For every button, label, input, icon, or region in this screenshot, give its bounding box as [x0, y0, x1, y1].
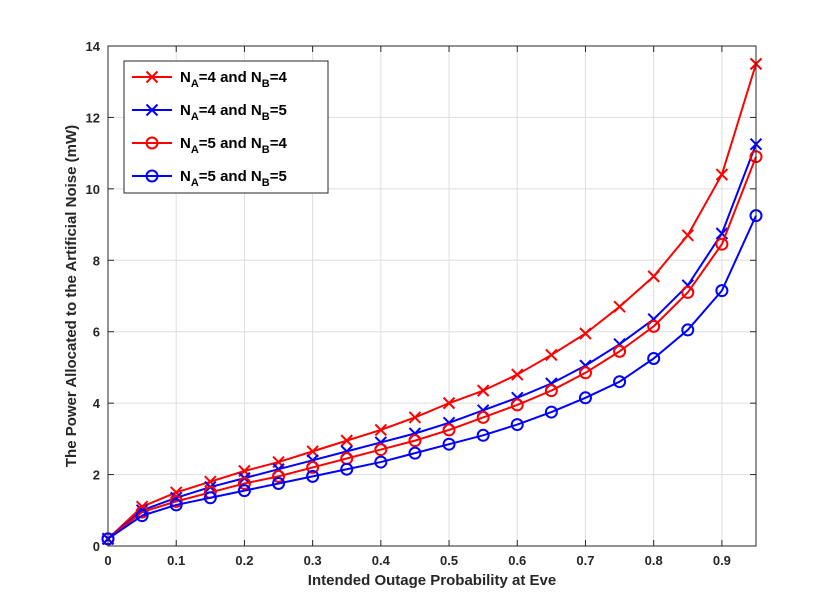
- x-tick-label: 0.2: [235, 553, 253, 568]
- data-point-marker: [681, 323, 695, 337]
- data-point-marker: [510, 418, 524, 432]
- legend-entry: NA=4 and NB=5: [132, 102, 287, 123]
- data-point-marker: [237, 477, 251, 490]
- data-point-marker: [715, 284, 729, 298]
- y-tick-label: 6: [93, 325, 100, 340]
- y-tick-label: 12: [86, 110, 100, 125]
- data-point-marker: [578, 366, 592, 380]
- data-point-marker: [476, 410, 490, 424]
- data-point-marker: [613, 300, 626, 313]
- data-point-marker: [647, 319, 661, 333]
- data-point-marker: [306, 469, 320, 483]
- data-point-marker: [442, 423, 456, 437]
- legend-marker: [145, 103, 159, 117]
- series-4: [101, 209, 763, 546]
- data-point-marker: [408, 446, 422, 460]
- data-point-marker: [340, 462, 354, 476]
- legend: NA=4 and NB=4 NA=4 and NB=5 NA=5 and NB=4 N…: [123, 60, 329, 194]
- legend-label: NA=5 and NB=4: [180, 135, 287, 156]
- x-tick-label: 0.3: [304, 553, 322, 568]
- data-point-marker: [237, 484, 251, 498]
- data-point-marker: [135, 509, 149, 523]
- ticks: 0 0.1 0.2 0.3 0.4 0.5 0.6 0.7 0.8 0.9 0 2 4 6 8 10 12 14: [86, 39, 756, 568]
- data-point-marker: [681, 229, 694, 242]
- data-point-marker: [510, 398, 524, 412]
- data-point-marker: [408, 411, 422, 424]
- data-point-marker: [340, 434, 353, 447]
- x-tick-label: 0.8: [645, 553, 663, 568]
- series-layer: [101, 57, 763, 546]
- data-point-marker: [203, 491, 217, 505]
- data-point-marker: [681, 285, 695, 299]
- data-point-marker: [442, 437, 456, 451]
- data-point-marker: [374, 443, 388, 457]
- data-point-marker: [545, 348, 558, 362]
- y-tick-label: 8: [93, 253, 100, 268]
- y-tick-label: 2: [93, 468, 100, 483]
- legend-marker: [145, 136, 159, 150]
- legend-label: NA=5 and NB=5: [180, 168, 287, 189]
- data-point-marker: [169, 498, 183, 512]
- data-point-marker: [306, 460, 320, 474]
- data-point-marker: [272, 469, 286, 483]
- data-point-marker: [374, 455, 388, 469]
- x-tick-label: 0.7: [576, 553, 594, 568]
- x-tick-label: 0.1: [167, 553, 185, 568]
- data-point-marker: [408, 434, 422, 448]
- series-1: [101, 57, 763, 546]
- data-point-marker: [272, 477, 286, 490]
- data-point-marker: [715, 237, 729, 251]
- x-tick-label: 0.5: [440, 553, 458, 568]
- y-tick-label: 4: [93, 396, 101, 411]
- data-point-marker: [374, 423, 388, 437]
- x-axis-title: Intended Outage Probability at Eve: [308, 572, 556, 589]
- x-tick-label: 0.6: [508, 553, 526, 568]
- legend-marker: [145, 169, 159, 183]
- legend-label: NA=4 and NB=5: [180, 102, 287, 123]
- legend-entry: NA=5 and NB=4: [132, 135, 287, 156]
- data-point-marker: [613, 375, 627, 389]
- y-tick-label: 10: [86, 182, 100, 197]
- data-point-marker: [306, 445, 319, 458]
- data-point-marker: [544, 384, 558, 398]
- data-point-marker: [613, 344, 627, 358]
- legend-entry: NA=4 and NB=4: [132, 69, 287, 90]
- data-point-marker: [169, 494, 183, 508]
- y-tick-label: 0: [93, 539, 100, 554]
- data-point-marker: [476, 428, 490, 442]
- y-tick-label: 14: [86, 39, 101, 54]
- data-point-marker: [544, 405, 558, 419]
- data-point-marker: [476, 384, 490, 397]
- legend-label: NA=4 and NB=4: [180, 69, 287, 90]
- data-point-marker: [442, 396, 456, 410]
- data-point-marker: [647, 352, 661, 365]
- legend-box: [123, 60, 329, 194]
- data-point-marker: [579, 327, 592, 340]
- data-point-marker: [647, 270, 660, 283]
- x-tick-label: 0.9: [713, 553, 731, 568]
- x-tick-label: 0: [104, 553, 111, 568]
- series-3: [101, 150, 763, 546]
- data-point-marker: [135, 505, 149, 519]
- legend-entry: NA=5 and NB=5: [132, 168, 287, 189]
- axes-box: [107, 45, 757, 547]
- data-point-marker: [715, 168, 729, 181]
- data-point-marker: [511, 368, 524, 381]
- legend-marker: [145, 70, 159, 84]
- y-axis-title: The Power Allocated to the Artificial No…: [63, 125, 80, 467]
- data-point-marker: [578, 391, 592, 405]
- x-tick-label: 0.4: [372, 553, 391, 568]
